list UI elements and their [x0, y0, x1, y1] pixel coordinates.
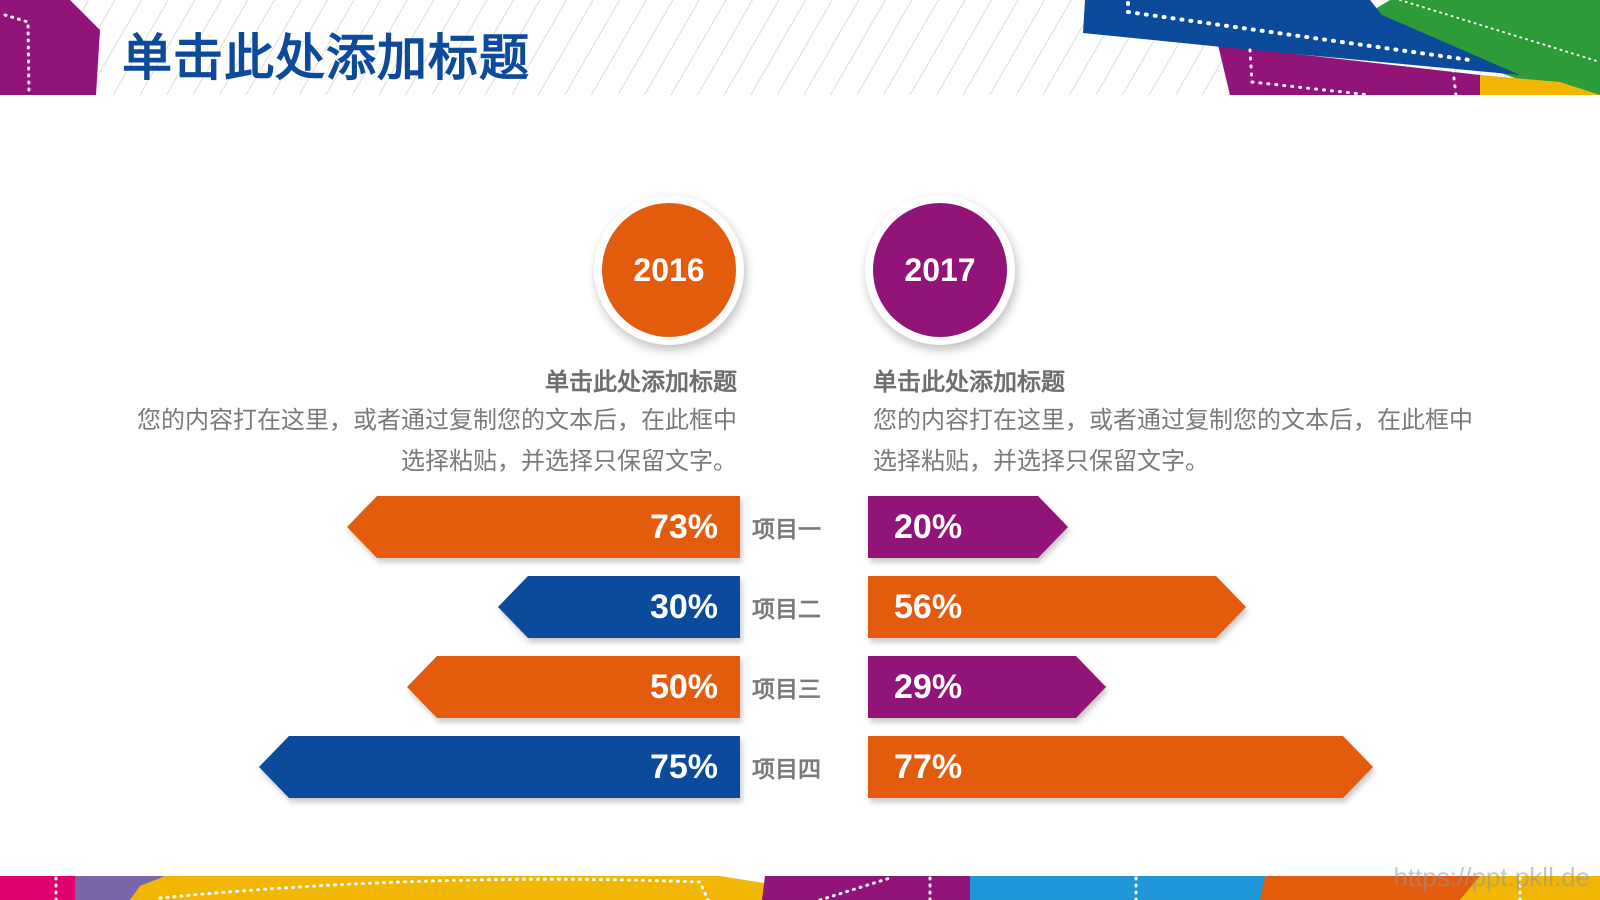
category-label: 项目一 [752, 517, 821, 543]
bar-value-label: 50% [407, 656, 740, 718]
left-heading[interactable]: 单击此处添加标题 [545, 368, 737, 396]
year-label-2016: 2016 [602, 203, 736, 337]
left-body[interactable]: 您的内容打在这里，或者通过复制您的文本后，在此框中选择粘贴，并选择只保留文字。 [137, 406, 737, 475]
right-heading[interactable]: 单击此处添加标题 [873, 368, 1065, 396]
bar-2017-item3: 29% [868, 656, 1106, 718]
watermark: https://ppt.pkll.de [1393, 862, 1590, 892]
bar-2016-item1: 73% [347, 496, 740, 558]
bar-value-label: 73% [347, 496, 740, 558]
slide-title[interactable]: 单击此处添加标题 [122, 29, 530, 87]
bar-2017-item1: 20% [868, 496, 1068, 558]
category-label: 项目四 [752, 757, 821, 783]
slide-header: 单击此处添加标题 [0, 0, 1600, 95]
right-body[interactable]: 您的内容打在这里，或者通过复制您的文本后，在此框中选择粘贴，并选择只保留文字。 [873, 406, 1473, 475]
year-badge-2016: 2016 [594, 195, 744, 345]
bar-2017-item4: 77% [868, 736, 1373, 798]
bar-value-label: 30% [498, 576, 740, 638]
bar-2016-item2: 30% [498, 576, 740, 638]
footer-decoration [0, 876, 1600, 900]
bar-value-label: 75% [259, 736, 740, 798]
bar-2017-item2: 56% [868, 576, 1246, 638]
bar-2016-item4: 75% [259, 736, 740, 798]
bar-2016-item3: 50% [407, 656, 740, 718]
category-label: 项目三 [752, 677, 821, 703]
bar-value-label: 20% [868, 496, 1068, 558]
year-badge-2017: 2017 [865, 195, 1015, 345]
header-decoration [0, 0, 1600, 95]
bar-value-label: 29% [868, 656, 1106, 718]
bar-value-label: 77% [868, 736, 1373, 798]
year-label-2017: 2017 [873, 203, 1007, 337]
bar-value-label: 56% [868, 576, 1246, 638]
category-label: 项目二 [752, 597, 821, 623]
